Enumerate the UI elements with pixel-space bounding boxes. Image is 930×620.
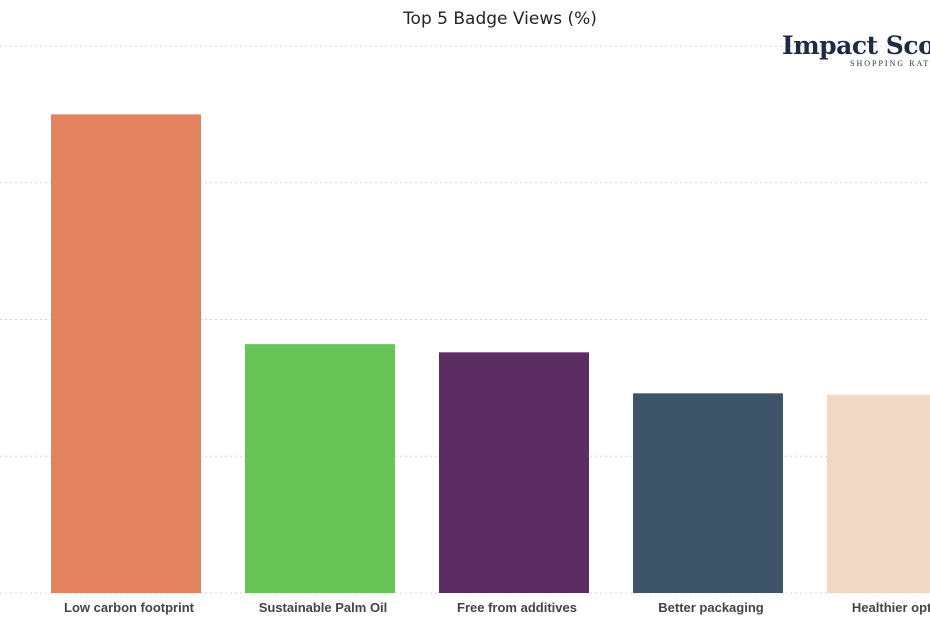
chart-title: Top 5 Badge Views (%) [403,9,597,29]
x-tick-label: Sustainable Palm Oil [259,600,388,615]
bars [51,114,930,593]
x-tick-label: Healthier options [852,600,930,615]
x-tick-label: Low carbon footprint [64,600,195,615]
impact-score-logo: Impact Score SHOPPING RATING [782,32,930,68]
logo-tagline: SHOPPING RATING [850,59,930,68]
bar[interactable] [245,344,395,593]
bar[interactable] [633,393,783,593]
bar[interactable] [51,114,201,593]
x-tick-label: Better packaging [658,600,764,615]
bar[interactable] [439,352,589,593]
bar[interactable] [827,394,930,593]
x-tick-label: Free from additives [457,600,577,615]
logo-name: Impact Score [782,31,930,60]
x-axis-tick-labels: Low carbon footprint Sustainable Palm Oil… [64,600,930,615]
